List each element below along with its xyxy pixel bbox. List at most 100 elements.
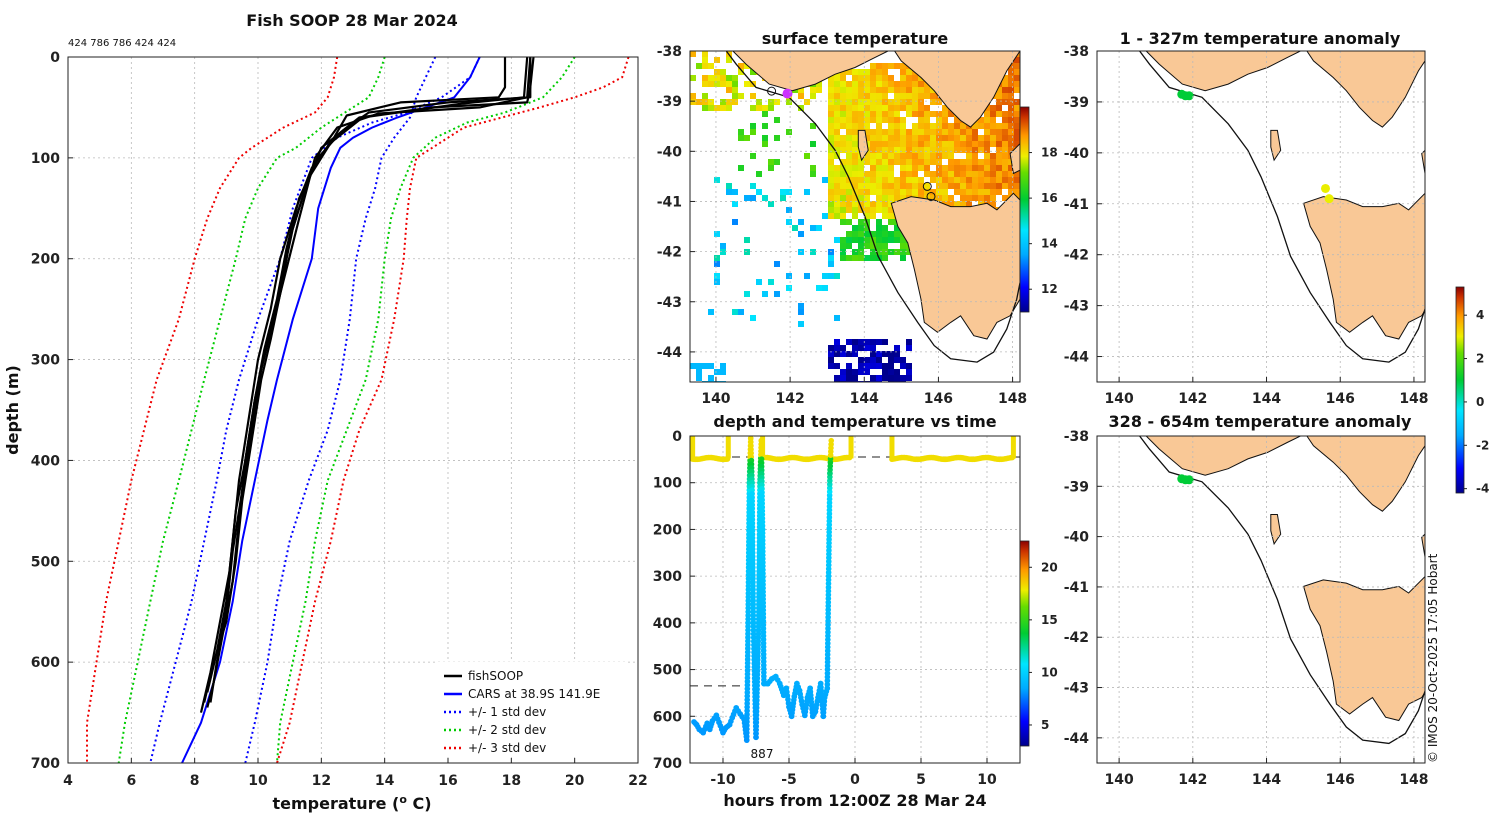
sst-pixel: [966, 147, 972, 153]
sst-pixel: [1008, 75, 1014, 81]
sst-pixel: [756, 279, 762, 285]
sst-pixel: [888, 117, 894, 123]
sst-pixel: [762, 291, 768, 297]
sst-pixel: [846, 159, 852, 165]
sst-pixel: [972, 189, 978, 195]
sst-pixel: [996, 129, 1002, 135]
sst-panel: surface temperature 140 142 144 146 148 -38-…: [657, 29, 1058, 407]
sst-pixel: [882, 213, 888, 219]
sst-pixel: [816, 225, 822, 231]
sst-pixel: [876, 243, 882, 249]
sst-pixel: [864, 357, 870, 363]
sst-pixel: [756, 105, 762, 111]
sst-pixel: [1002, 195, 1008, 201]
sst-pixel: [846, 111, 852, 117]
sst-pixel: [750, 69, 756, 75]
sst-pixel: [960, 141, 966, 147]
colorbar-tick-label: 4: [1476, 308, 1484, 322]
x-tick-label: 18: [502, 773, 521, 789]
sst-pixel: [726, 189, 732, 195]
sst-pixel: [690, 99, 696, 105]
sst-pixel: [972, 123, 978, 129]
sst-pixel: [846, 195, 852, 201]
sst-pixel: [864, 117, 870, 123]
sst-pixel: [912, 99, 918, 105]
sst-pixel: [732, 87, 738, 93]
sst-pixel: [954, 189, 960, 195]
sst-pixel: [936, 153, 942, 159]
sst-pixel: [984, 165, 990, 171]
x-tick-label: 0: [850, 772, 860, 788]
sst-pixel: [918, 189, 924, 195]
sst-pixel: [900, 117, 906, 123]
sst-pixel: [990, 129, 996, 135]
sst-pixel: [846, 93, 852, 99]
sst-pixel: [906, 87, 912, 93]
sst-pixel: [972, 171, 978, 177]
sst-pixel: [774, 117, 780, 123]
sst-pixel: [978, 123, 984, 129]
sst-pixel: [762, 105, 768, 111]
sst-pixel: [960, 147, 966, 153]
sst-pixel: [900, 165, 906, 171]
sst-pixel: [738, 165, 744, 171]
sst-pixel: [714, 177, 720, 183]
sst-pixel: [870, 231, 876, 237]
sst-pixel: [936, 129, 942, 135]
sst-pixel: [870, 243, 876, 249]
sst-pixel: [900, 147, 906, 153]
sst-pixel: [846, 183, 852, 189]
sst-pixel: [882, 93, 888, 99]
sst-pixel: [888, 147, 894, 153]
anomaly-shallow-landmass: [1145, 51, 1425, 340]
sst-pixel: [876, 135, 882, 141]
sst-pixel: [864, 135, 870, 141]
sst-pixel: [852, 345, 858, 351]
sst-pixel: [852, 99, 858, 105]
sst-pixel: [924, 165, 930, 171]
sst-pixel: [864, 129, 870, 135]
sst-pixel: [858, 357, 864, 363]
sst-pixel: [1014, 171, 1020, 177]
sst-pixel: [882, 243, 888, 249]
sst-pixel: [876, 177, 882, 183]
sst-pixel: [906, 147, 912, 153]
sst-pixel: [942, 165, 948, 171]
sst-pixel: [936, 99, 942, 105]
sst-pixel: [858, 225, 864, 231]
y-tick-label: -43: [1064, 299, 1089, 315]
sst-pixel: [852, 141, 858, 147]
sst-pixel: [930, 195, 936, 201]
sst-pixel: [942, 189, 948, 195]
sst-pixel: [702, 57, 708, 63]
x-tick-label: 20: [565, 773, 585, 789]
sst-pixel: [1014, 189, 1020, 195]
sst-pixel: [798, 303, 804, 309]
sst-pixel: [972, 195, 978, 201]
sst-pixel: [708, 375, 714, 381]
sst-pixel: [900, 243, 906, 249]
sst-pixel: [966, 171, 972, 177]
sst-pixel: [930, 171, 936, 177]
std-2-right-line: [276, 56, 576, 764]
sst-pixel: [912, 129, 918, 135]
anomaly-shallow-contour: [1139, 51, 1425, 363]
sst-pixel: [864, 369, 870, 375]
sst-pixel: [840, 177, 846, 183]
sst-pixel: [906, 129, 912, 135]
sst-pixel: [990, 105, 996, 111]
sst-pixel: [828, 189, 834, 195]
sst-pixel: [894, 351, 900, 357]
sst-pixel: [834, 195, 840, 201]
sst-pixel: [882, 159, 888, 165]
x-tick-label: 12: [312, 773, 331, 789]
sst-pixel: [864, 183, 870, 189]
sst-pixel: [762, 123, 768, 129]
sst-pixel: [696, 363, 702, 369]
sst-pixel: [846, 207, 852, 213]
sst-pixel: [882, 171, 888, 177]
sst-pixel: [810, 141, 816, 147]
sst-pixel: [690, 75, 696, 81]
sst-pixel: [762, 195, 768, 201]
sst-pixel: [864, 231, 870, 237]
